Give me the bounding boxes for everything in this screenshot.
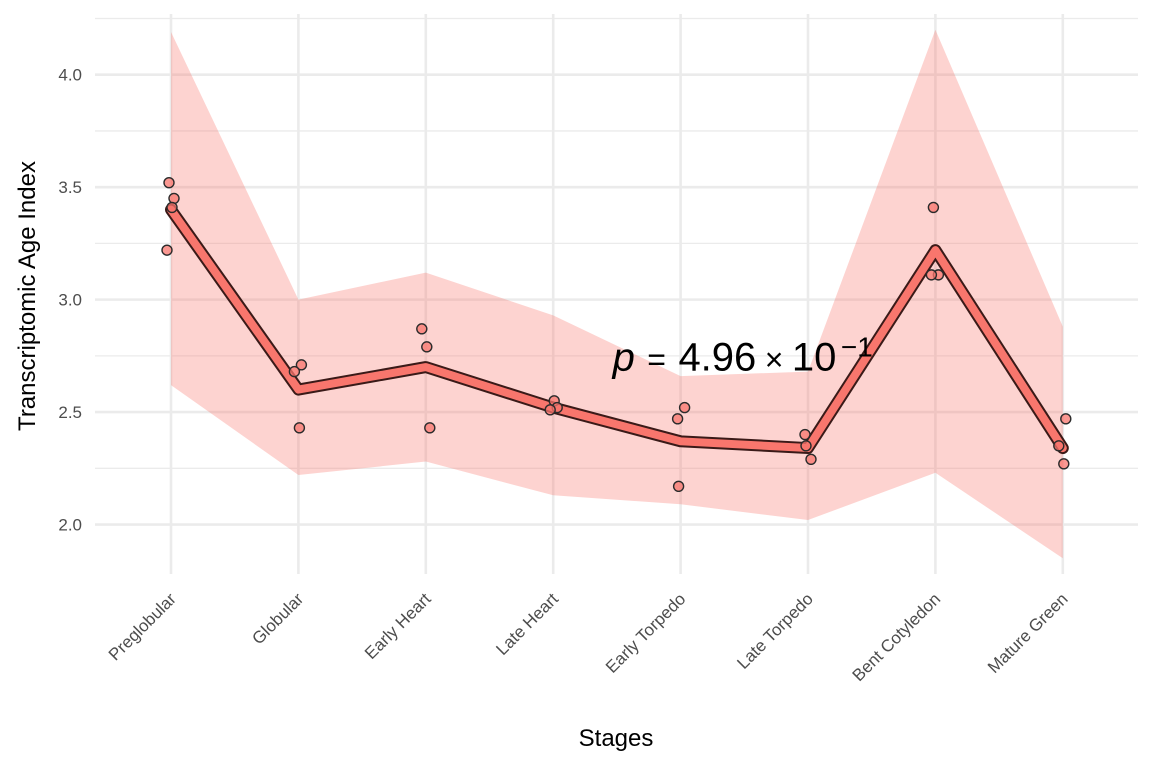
- confidence-ribbon: [171, 29, 1063, 559]
- y-tick-label: 4.0: [58, 66, 82, 85]
- data-points-layer: [161, 176, 1072, 492]
- data-point: [293, 422, 306, 434]
- p-symbol: p: [612, 336, 635, 380]
- p-exponent: −1: [841, 332, 873, 363]
- data-point: [1060, 413, 1072, 425]
- data-point: [671, 413, 684, 425]
- confidence-ribbon-layer: [171, 29, 1063, 559]
- data-point: [925, 269, 938, 281]
- p-value-annotation: p = 4.96 × 10 −1: [612, 332, 873, 380]
- data-point: [161, 244, 173, 256]
- y-axis-title: Transcriptomic Age Index: [14, 161, 41, 431]
- x-tick-label: Early Torpedo: [602, 589, 689, 676]
- x-tick-labels: Preglobular Globular Early Heart Late Heart…: [105, 589, 1072, 685]
- data-point: [163, 176, 175, 189]
- data-point: [544, 404, 556, 416]
- x-tick-label: Globular: [248, 589, 307, 648]
- data-point: [288, 365, 301, 378]
- p-mantissa: 4.96: [678, 336, 756, 380]
- data-point: [295, 359, 308, 371]
- trend-line: [167, 205, 1067, 453]
- data-point: [799, 428, 811, 441]
- data-point: [421, 341, 433, 353]
- x-axis-title: Stages: [579, 725, 654, 752]
- data-point: [800, 440, 812, 452]
- y-tick-label: 3.5: [58, 178, 82, 197]
- p-base: 10: [792, 336, 837, 380]
- data-point: [1058, 458, 1070, 470]
- data-point: [678, 401, 691, 414]
- x-tick-label: Late Torpedo: [733, 589, 816, 672]
- data-point: [424, 422, 436, 434]
- x-tick-label: Late Heart: [492, 589, 562, 659]
- trend-line-layer: [165, 203, 1069, 455]
- data-point: [672, 480, 685, 492]
- data-point: [166, 201, 178, 214]
- data-point: [1053, 440, 1065, 452]
- equals-sign: =: [647, 342, 666, 378]
- y-tick-labels: 2.0 2.5 3.0 3.5 4.0: [58, 66, 82, 535]
- x-tick-label: Early Heart: [361, 589, 435, 663]
- x-tick-label: Bent Cotyledon: [849, 589, 945, 685]
- major-gridlines: [95, 14, 1138, 574]
- y-tick-label: 2.0: [58, 516, 82, 535]
- y-tick-label: 3.0: [58, 291, 82, 310]
- x-tick-label: Preglobular: [105, 589, 180, 664]
- data-point: [416, 323, 428, 335]
- data-point: [927, 201, 940, 214]
- y-tick-label: 2.5: [58, 403, 82, 422]
- times-sign: ×: [765, 342, 784, 378]
- data-point: [805, 453, 817, 466]
- x-tick-label: Mature Green: [984, 589, 1072, 677]
